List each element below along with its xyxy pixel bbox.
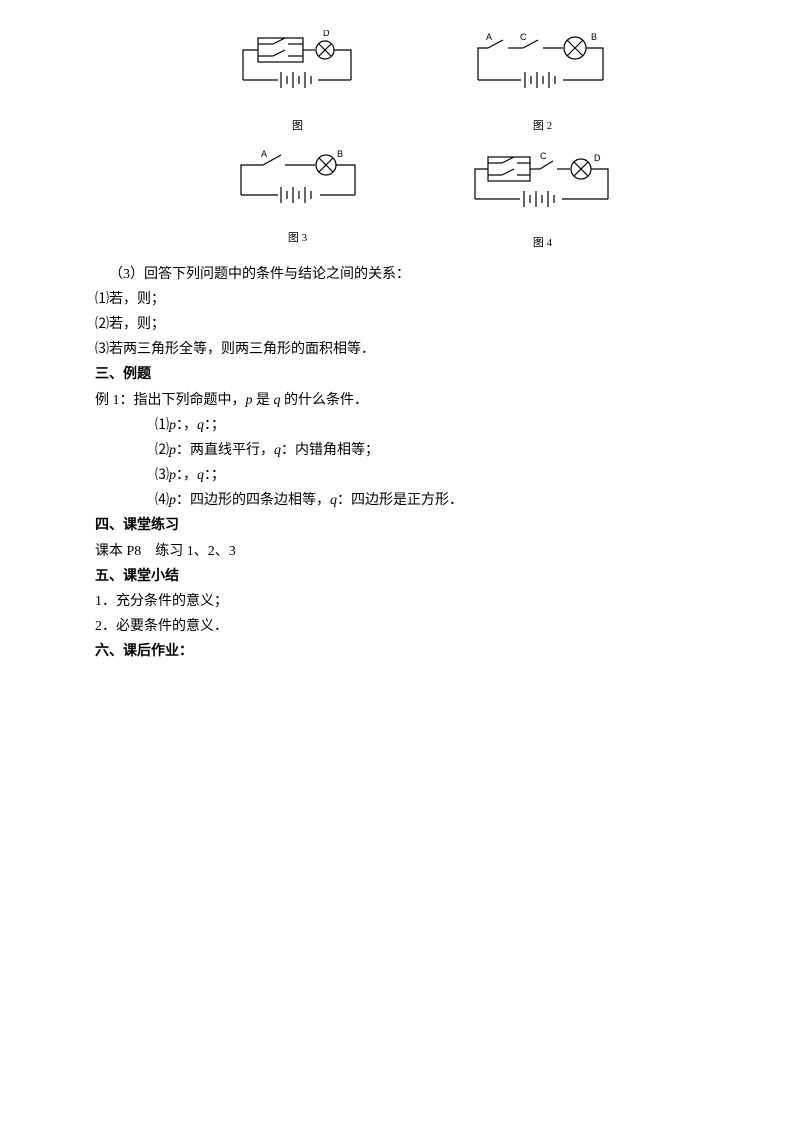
- document-body: （3）回答下列问题中的条件与结论之间的关系： ⑴若，则； ⑵若，则； ⑶若两三角…: [95, 262, 705, 665]
- example-1-item-4: ⑷p：四边形的四条边相等，q：四边形是正方形．: [95, 488, 705, 513]
- circuit-diagrams: D 图 A C: [95, 30, 705, 254]
- diagram-1: D 图: [223, 30, 373, 137]
- diagram-4: C D 图 4: [460, 147, 625, 254]
- example-1-intro: 例 1：指出下列命题中，p 是 q 的什么条件．: [95, 388, 705, 413]
- q3-1: ⑴若，则；: [95, 287, 705, 312]
- svg-text:A: A: [261, 149, 267, 159]
- svg-text:D: D: [594, 153, 601, 163]
- section-5-item-2: 2．必要条件的意义．: [95, 614, 705, 639]
- diagram-1-label: 图: [292, 117, 303, 137]
- diagram-3: A B 图 3: [223, 147, 373, 254]
- q3-2: ⑵若，则；: [95, 312, 705, 337]
- q3-intro: （3）回答下列问题中的条件与结论之间的关系：: [95, 262, 705, 287]
- section-5-item-1: 1．充分条件的意义；: [95, 589, 705, 614]
- svg-text:C: C: [540, 151, 547, 161]
- section-4-title: 四、课堂练习: [95, 513, 705, 538]
- section-4-text: 课本 P8 练习 1、2、3: [95, 539, 705, 564]
- diagram-4-label: 图 4: [533, 234, 552, 254]
- example-1-item-1: ⑴p：，q：；: [95, 413, 705, 438]
- svg-text:B: B: [591, 32, 597, 42]
- example-1-item-2: ⑵p：两直线平行，q：内错角相等；: [95, 438, 705, 463]
- diagram-3-label: 图 3: [288, 229, 307, 249]
- diagram-2-label: 图 2: [533, 117, 552, 137]
- svg-text:C: C: [520, 32, 527, 42]
- section-3-title: 三、例题: [95, 362, 705, 387]
- svg-text:A: A: [486, 32, 492, 42]
- section-6-title: 六、课后作业：: [95, 639, 705, 664]
- example-1-item-3: ⑶p：，q：；: [95, 463, 705, 488]
- svg-text:D: D: [323, 30, 330, 38]
- diagram-2: A C B 图 2: [463, 30, 623, 137]
- q3-3: ⑶若两三角形全等，则两三角形的面积相等．: [95, 337, 705, 362]
- svg-text:B: B: [337, 149, 343, 159]
- section-5-title: 五、课堂小结: [95, 564, 705, 589]
